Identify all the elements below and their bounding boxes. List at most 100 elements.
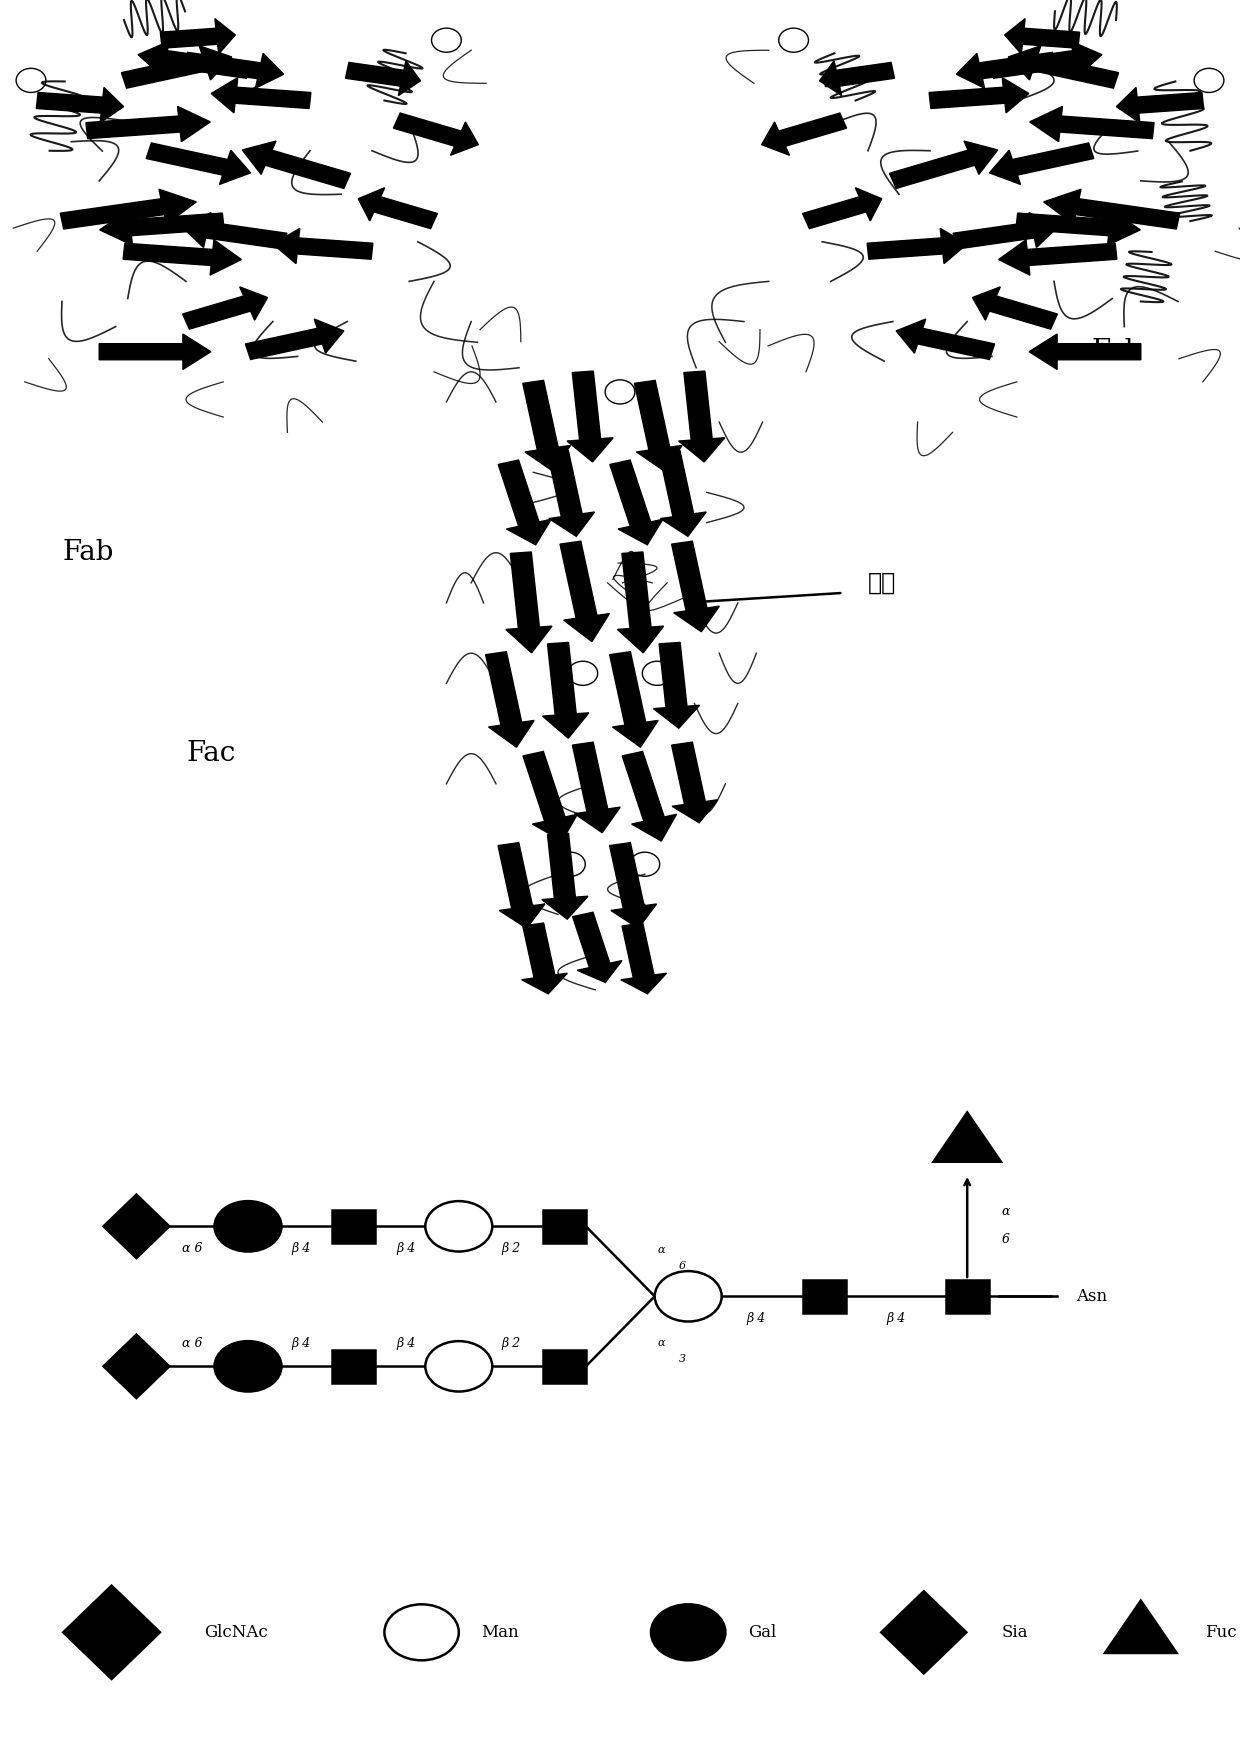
Text: Gal: Gal bbox=[748, 1624, 776, 1641]
Polygon shape bbox=[882, 1592, 966, 1673]
FancyArrow shape bbox=[610, 652, 658, 748]
FancyArrow shape bbox=[618, 552, 663, 652]
Text: β 4: β 4 bbox=[291, 1338, 310, 1350]
Text: α: α bbox=[657, 1245, 665, 1255]
FancyArrow shape bbox=[86, 106, 211, 141]
FancyArrow shape bbox=[246, 319, 343, 360]
FancyArrow shape bbox=[548, 451, 594, 536]
Text: α 6: α 6 bbox=[182, 1243, 202, 1255]
Text: 聚糖: 聚糖 bbox=[868, 571, 897, 594]
FancyArrow shape bbox=[610, 460, 663, 545]
FancyArrow shape bbox=[991, 41, 1102, 78]
FancyArrow shape bbox=[678, 370, 725, 462]
Bar bbox=[804, 1280, 847, 1313]
Text: 3: 3 bbox=[678, 1354, 686, 1365]
FancyArrow shape bbox=[573, 911, 622, 982]
FancyArrow shape bbox=[122, 46, 232, 88]
Bar bbox=[945, 1280, 990, 1313]
FancyArrow shape bbox=[653, 642, 699, 728]
Text: 6: 6 bbox=[1002, 1234, 1009, 1246]
FancyArrow shape bbox=[498, 843, 544, 929]
Text: α: α bbox=[657, 1338, 665, 1347]
FancyArrow shape bbox=[622, 751, 677, 841]
FancyArrow shape bbox=[542, 834, 588, 919]
FancyArrow shape bbox=[61, 189, 196, 229]
FancyArrow shape bbox=[543, 642, 589, 739]
Bar bbox=[543, 1209, 585, 1243]
FancyArrow shape bbox=[761, 113, 847, 155]
Text: β 4: β 4 bbox=[397, 1243, 415, 1255]
FancyArrow shape bbox=[486, 652, 534, 748]
FancyArrow shape bbox=[867, 229, 967, 264]
Text: β 4: β 4 bbox=[746, 1312, 766, 1326]
FancyArrow shape bbox=[523, 381, 570, 471]
Text: β 2: β 2 bbox=[502, 1243, 521, 1255]
FancyArrow shape bbox=[522, 924, 568, 994]
FancyArrow shape bbox=[242, 141, 351, 189]
FancyArrow shape bbox=[99, 210, 224, 245]
Text: α: α bbox=[1002, 1206, 1011, 1218]
FancyArrow shape bbox=[182, 287, 268, 330]
Text: β 4: β 4 bbox=[887, 1312, 905, 1326]
FancyArrow shape bbox=[1116, 88, 1204, 123]
FancyArrow shape bbox=[929, 78, 1029, 113]
Polygon shape bbox=[1105, 1601, 1177, 1654]
Text: Sia: Sia bbox=[1002, 1624, 1028, 1641]
FancyArrow shape bbox=[146, 143, 250, 185]
FancyArrow shape bbox=[346, 60, 420, 95]
FancyArrow shape bbox=[1004, 19, 1080, 55]
FancyArrow shape bbox=[897, 319, 994, 360]
FancyArrow shape bbox=[573, 742, 620, 832]
Polygon shape bbox=[103, 1335, 170, 1398]
FancyArrow shape bbox=[610, 843, 656, 929]
FancyArrow shape bbox=[672, 742, 718, 823]
Text: Fab: Fab bbox=[1091, 338, 1142, 365]
FancyArrow shape bbox=[998, 240, 1117, 275]
FancyArrow shape bbox=[889, 141, 998, 189]
FancyArrow shape bbox=[506, 552, 552, 652]
Bar bbox=[332, 1350, 376, 1382]
FancyArrow shape bbox=[820, 60, 894, 95]
FancyArrow shape bbox=[635, 381, 682, 471]
FancyArrow shape bbox=[956, 53, 1055, 88]
FancyArrow shape bbox=[273, 229, 373, 264]
FancyArrow shape bbox=[185, 53, 284, 88]
Text: β 4: β 4 bbox=[397, 1338, 415, 1350]
Polygon shape bbox=[103, 1195, 170, 1259]
FancyArrow shape bbox=[567, 370, 614, 462]
Text: Fab: Fab bbox=[62, 539, 113, 566]
Circle shape bbox=[651, 1604, 725, 1661]
FancyArrow shape bbox=[560, 541, 609, 642]
Circle shape bbox=[425, 1201, 492, 1252]
Text: Fac: Fac bbox=[186, 740, 236, 767]
Circle shape bbox=[425, 1342, 492, 1391]
FancyArrow shape bbox=[1008, 46, 1118, 88]
Polygon shape bbox=[934, 1112, 1001, 1162]
FancyArrow shape bbox=[621, 924, 667, 994]
Text: Man: Man bbox=[481, 1624, 518, 1641]
FancyArrow shape bbox=[972, 287, 1058, 330]
FancyArrow shape bbox=[672, 541, 719, 631]
FancyArrow shape bbox=[523, 751, 578, 841]
Circle shape bbox=[215, 1342, 281, 1391]
Text: Fuc: Fuc bbox=[1205, 1624, 1238, 1641]
FancyArrow shape bbox=[160, 19, 236, 55]
FancyArrow shape bbox=[1016, 210, 1141, 245]
FancyArrow shape bbox=[802, 187, 882, 229]
FancyArrow shape bbox=[138, 41, 249, 78]
FancyArrow shape bbox=[1044, 189, 1179, 229]
FancyArrow shape bbox=[358, 187, 438, 229]
FancyArrow shape bbox=[393, 113, 479, 155]
Text: Asn: Asn bbox=[1075, 1287, 1107, 1305]
FancyArrow shape bbox=[1029, 106, 1154, 141]
Text: β 4: β 4 bbox=[291, 1243, 310, 1255]
Text: GlcNAc: GlcNAc bbox=[205, 1624, 268, 1641]
Bar bbox=[543, 1350, 585, 1382]
FancyArrow shape bbox=[990, 143, 1094, 185]
Text: α 6: α 6 bbox=[182, 1338, 202, 1350]
FancyArrow shape bbox=[211, 78, 311, 113]
FancyArrow shape bbox=[181, 213, 286, 249]
FancyArrow shape bbox=[660, 451, 706, 536]
Text: β 2: β 2 bbox=[502, 1338, 521, 1350]
FancyArrow shape bbox=[1029, 333, 1141, 370]
